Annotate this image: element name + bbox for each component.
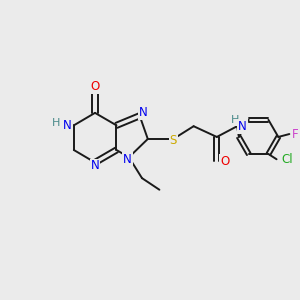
Text: S: S [169, 134, 177, 147]
Text: N: N [91, 160, 99, 172]
Text: N: N [63, 119, 72, 132]
Text: N: N [123, 153, 132, 166]
Text: N: N [139, 106, 148, 119]
Text: Cl: Cl [281, 153, 292, 166]
Text: F: F [292, 128, 298, 140]
Text: N: N [238, 120, 247, 133]
Text: O: O [220, 154, 230, 167]
Text: H: H [231, 115, 239, 125]
Text: O: O [90, 80, 100, 93]
Text: H: H [52, 118, 60, 128]
